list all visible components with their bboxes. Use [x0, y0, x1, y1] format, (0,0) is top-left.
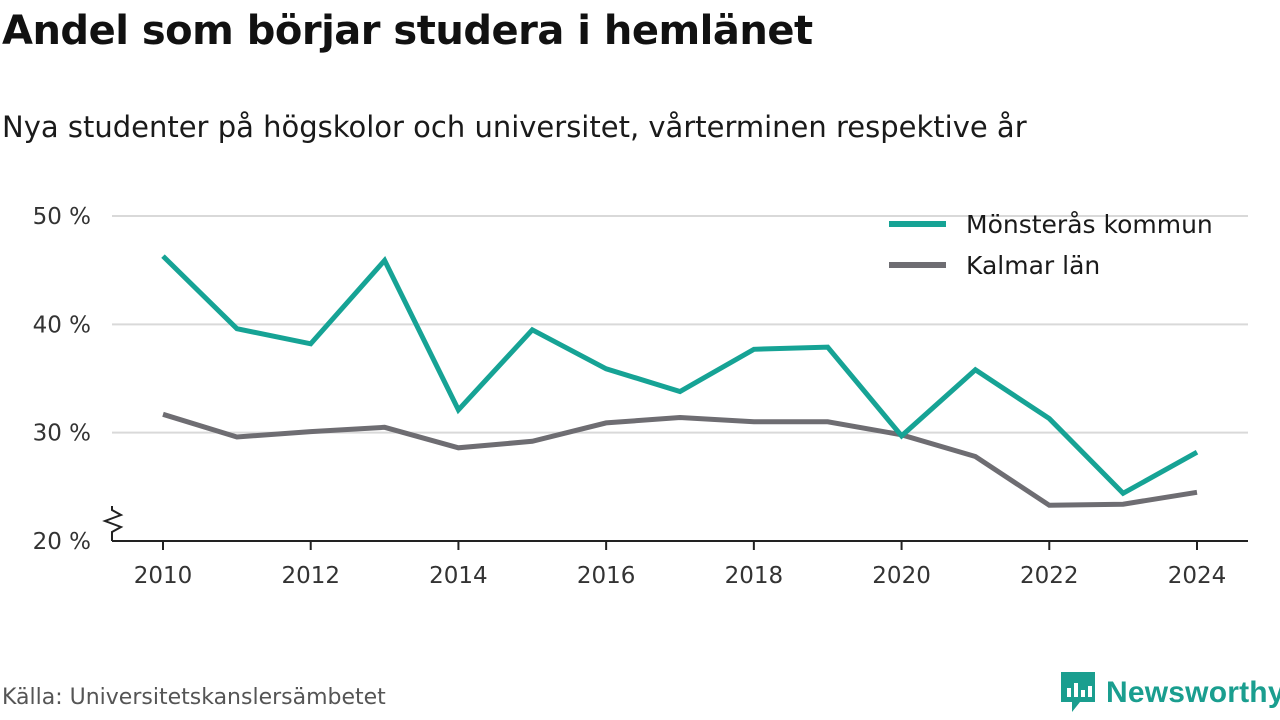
series-line-monsteras: [161, 254, 1199, 497]
source-note: Källa: Universitetskanslersämbetet: [2, 685, 386, 710]
y-tick-label: 50 %: [33, 204, 91, 230]
y-tick-label: 20 %: [33, 529, 91, 555]
newsworthy-logo-icon: [1061, 672, 1095, 712]
legend-label: Kalmar län: [966, 251, 1100, 280]
x-tick-label: 2022: [1020, 563, 1079, 589]
x-tick-label: 2018: [725, 563, 784, 589]
x-tick-label: 2010: [134, 563, 193, 589]
chart-title: Andel som börjar studera i hemlänet: [2, 8, 813, 54]
x-tick-label: 2012: [281, 563, 340, 589]
legend-label: Mönsterås kommun: [966, 210, 1213, 239]
brand-logo: Newsworthy: [1058, 670, 1280, 716]
axis-break-icon: [102, 506, 124, 541]
chart-subtitle: Nya studenter på högskolor och universit…: [2, 110, 1027, 144]
x-tick-label: 2014: [429, 563, 488, 589]
x-tick-label: 2024: [1168, 563, 1227, 589]
series-line-kalmar: [162, 411, 1198, 508]
x-tick-label: 2020: [872, 563, 931, 589]
y-tick-label: 30 %: [33, 421, 91, 447]
y-tick-label: 40 %: [33, 312, 91, 338]
x-tick-label: 2016: [577, 563, 636, 589]
legend: Mönsterås kommun Kalmar län: [889, 210, 1213, 280]
series-lines: [161, 254, 1199, 508]
brand-name: Newsworthy: [1106, 676, 1280, 709]
gridlines: [112, 215, 1248, 434]
x-axis: 2010 2012 2014 2016 2018 2020 2022 2024: [112, 540, 1248, 589]
y-axis-ticks: 20 % 30 % 40 % 50 %: [33, 204, 124, 555]
line-chart: 20 % 30 % 40 % 50 % 2010 2012 2014 2016 2018 202…: [33, 204, 1248, 589]
